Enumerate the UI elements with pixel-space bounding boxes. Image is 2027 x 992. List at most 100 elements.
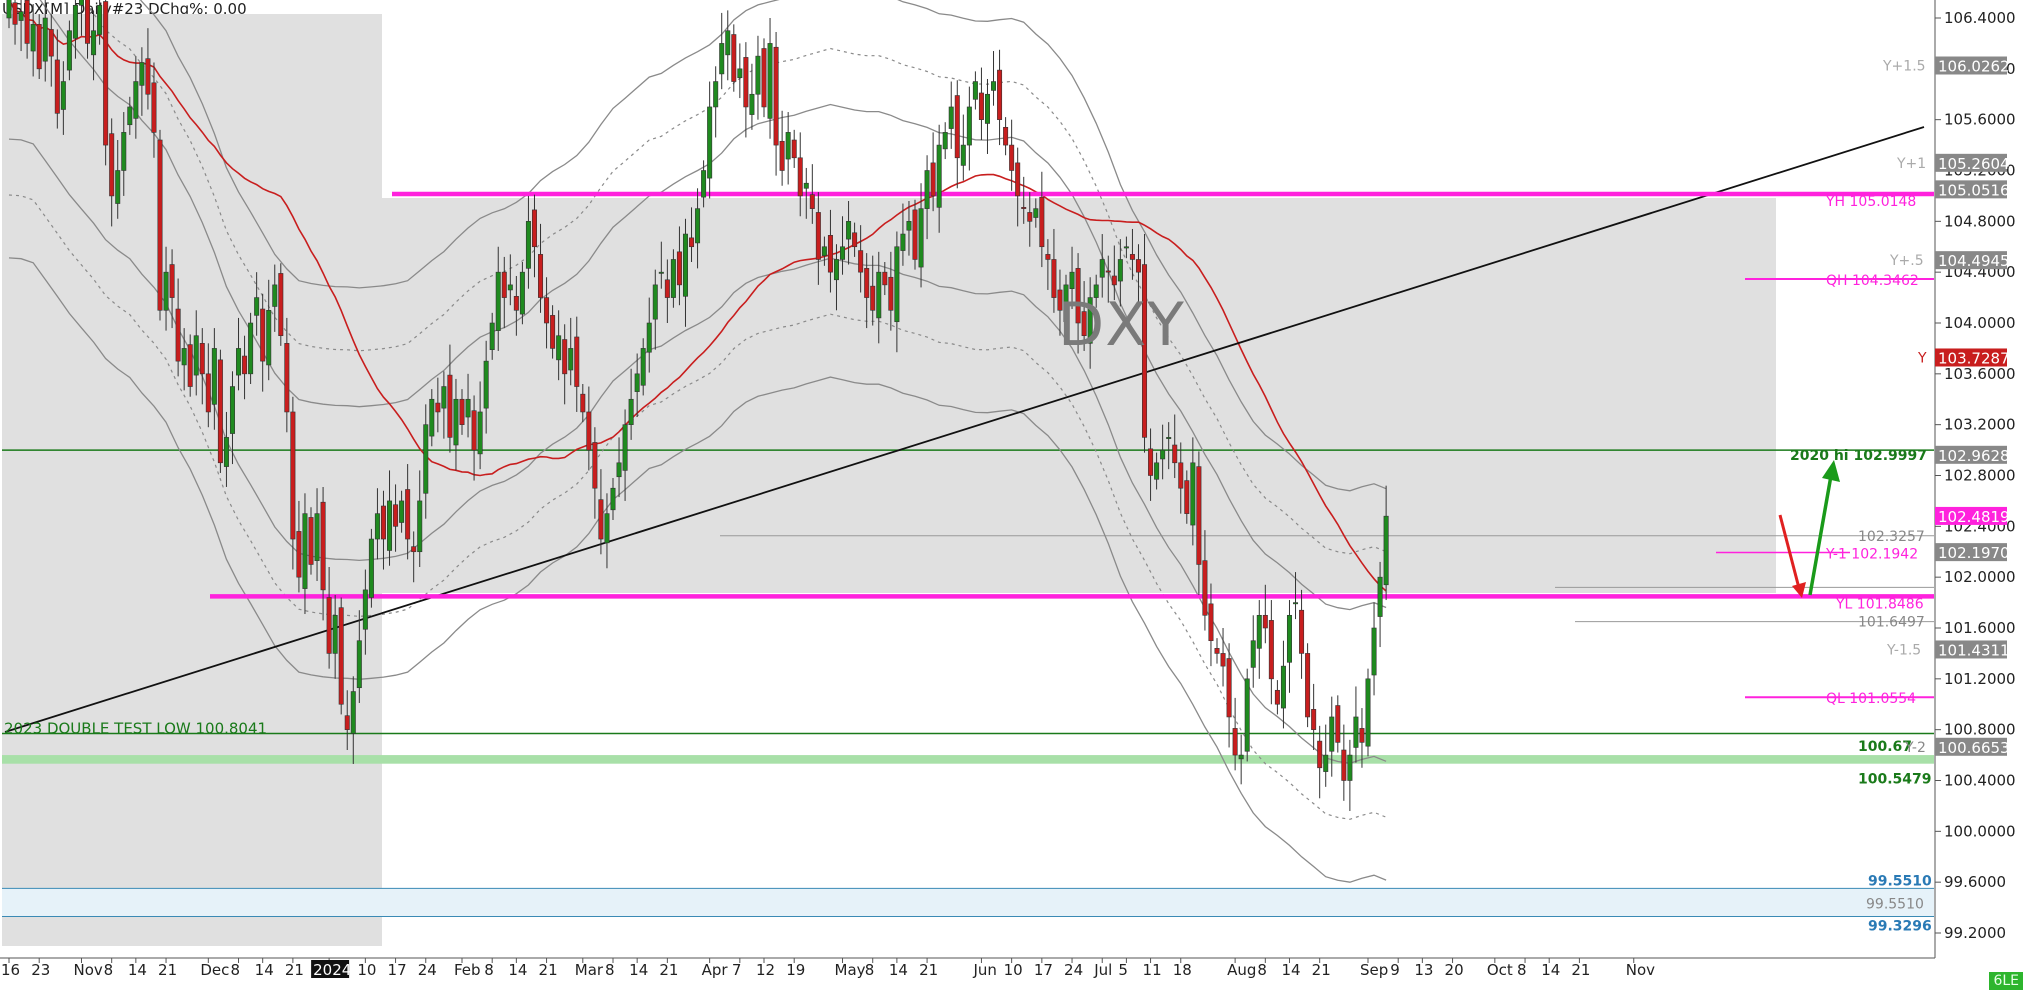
candle-body-16 [103,1,109,146]
price-tag-bg [1935,180,2007,199]
candle-body-197 [1196,466,1202,565]
candle-body-148 [900,233,906,251]
bottom-status-badge: 6LE [1989,972,2023,990]
candle-body-94 [574,336,580,387]
candle-body-9 [60,81,66,110]
annotation-100.67: 100.67 [1858,739,1912,755]
candle-body-157 [954,95,960,159]
candle-body-122 [743,57,749,108]
candle-body-8 [54,59,60,114]
time-axis-label: Nov [1626,961,1655,979]
price-axis-label: 99.6000 [1944,873,2006,891]
candle-body-7 [48,29,54,57]
time-axis-label: Dec [200,961,229,979]
candle-body-125 [761,48,767,108]
time-axis-label: 14 [508,961,527,979]
price-axis-label: 102.8000 [1944,467,2016,485]
candle-body-71 [435,402,441,413]
candle-body-0 [6,0,12,19]
price-axis-label: 102.0000 [1944,568,2016,586]
candle-body-36 [223,437,229,467]
candle-body-55 [338,607,344,705]
annotation-101.6497: 101.6497 [1858,615,1925,631]
time-axis-highlight [311,960,350,978]
candle-body-93 [568,348,574,371]
candle-body-39 [242,355,248,375]
candle-body-194 [1178,462,1184,489]
candle-body-147 [894,246,900,323]
time-axis-label: 21 [1312,961,1331,979]
candle-body-50 [308,517,314,565]
time-axis-label: 19 [786,961,805,979]
annotation-y-2: Y-2 [1904,740,1926,756]
time-axis-label: Sep [1360,961,1388,979]
candle-body-152 [924,170,930,209]
candle-body-68 [417,500,423,553]
price-tag: 106.0262 [1938,58,2010,76]
time-axis-label: 18 [1173,961,1192,979]
candle-body-173 [1051,259,1057,298]
candle-body-64 [393,504,399,527]
candle-body-144 [876,271,882,319]
candle-body-70 [429,398,435,437]
annotation-2020-hi: 2020 hi 102.9997 [1790,448,1927,464]
candle-body-136 [827,235,833,273]
annotation-ql: QL 101.0554 [1826,691,1916,707]
time-axis-label: 17 [1034,961,1053,979]
envelope-band-4 [8,194,1387,820]
candle-body-158 [960,144,966,166]
price-axis-label: 100.0000 [1944,822,2016,840]
candle-body-216 [1311,709,1317,730]
price-tag: 100.6653 [1938,739,2010,757]
candle-body-212 [1286,614,1292,663]
candle-body-207 [1256,614,1262,649]
annotation-y-1.5: Y-1.5 [1886,642,1921,658]
candle-body-132 [803,182,809,189]
time-axis-label: 8 [865,961,875,979]
candle-body-217 [1317,740,1323,769]
candle-body-102 [622,424,628,471]
red-arrow-head [1792,582,1806,598]
candle-body-127 [773,46,779,146]
candle-body-215 [1305,653,1311,718]
annotation-yh: YH 105.0148 [1825,194,1916,210]
price-tag-bg [1935,543,2007,562]
candle-body-208 [1262,614,1268,629]
candle-body-219 [1329,716,1335,752]
time-axis-label: 11 [1143,961,1162,979]
candle-body-120 [731,34,737,82]
candle-body-63 [387,500,393,551]
candle-body-123 [749,93,755,115]
candle-body-113 [689,237,695,248]
candle-body-32 [199,343,205,375]
price-axis-label: 101.6000 [1944,619,2016,637]
candle-body-191 [1160,449,1166,460]
candle-body-29 [181,348,187,366]
candle-body-37 [229,386,235,434]
candle-body-28 [175,308,181,362]
candle-body-214 [1299,609,1305,654]
candle-body-60 [368,538,374,598]
time-axis-label: 16 [1,961,20,979]
candle-body-20 [127,106,133,126]
candle-body-90 [550,315,556,349]
candle-body-82 [501,271,507,298]
candle-body-30 [187,344,193,387]
green-band [2,755,1934,764]
candle-body-108 [658,271,664,274]
time-axis-label: 14 [889,961,908,979]
time-axis-label: 14 [629,961,648,979]
candle-body-33 [205,373,211,413]
annotation-qh: QH 104.3462 [1826,273,1919,289]
candle-body-67 [411,546,417,553]
candle-body-97 [592,442,598,489]
candle-body-4 [30,24,36,52]
candle-body-49 [302,513,308,589]
candle-body-100 [610,487,616,511]
candle-body-59 [362,589,368,630]
candle-body-12 [78,0,84,6]
annotation-y-plus-1: Y+1 [1896,156,1926,172]
candle-body-23 [145,58,151,95]
candle-body-99 [604,513,610,544]
